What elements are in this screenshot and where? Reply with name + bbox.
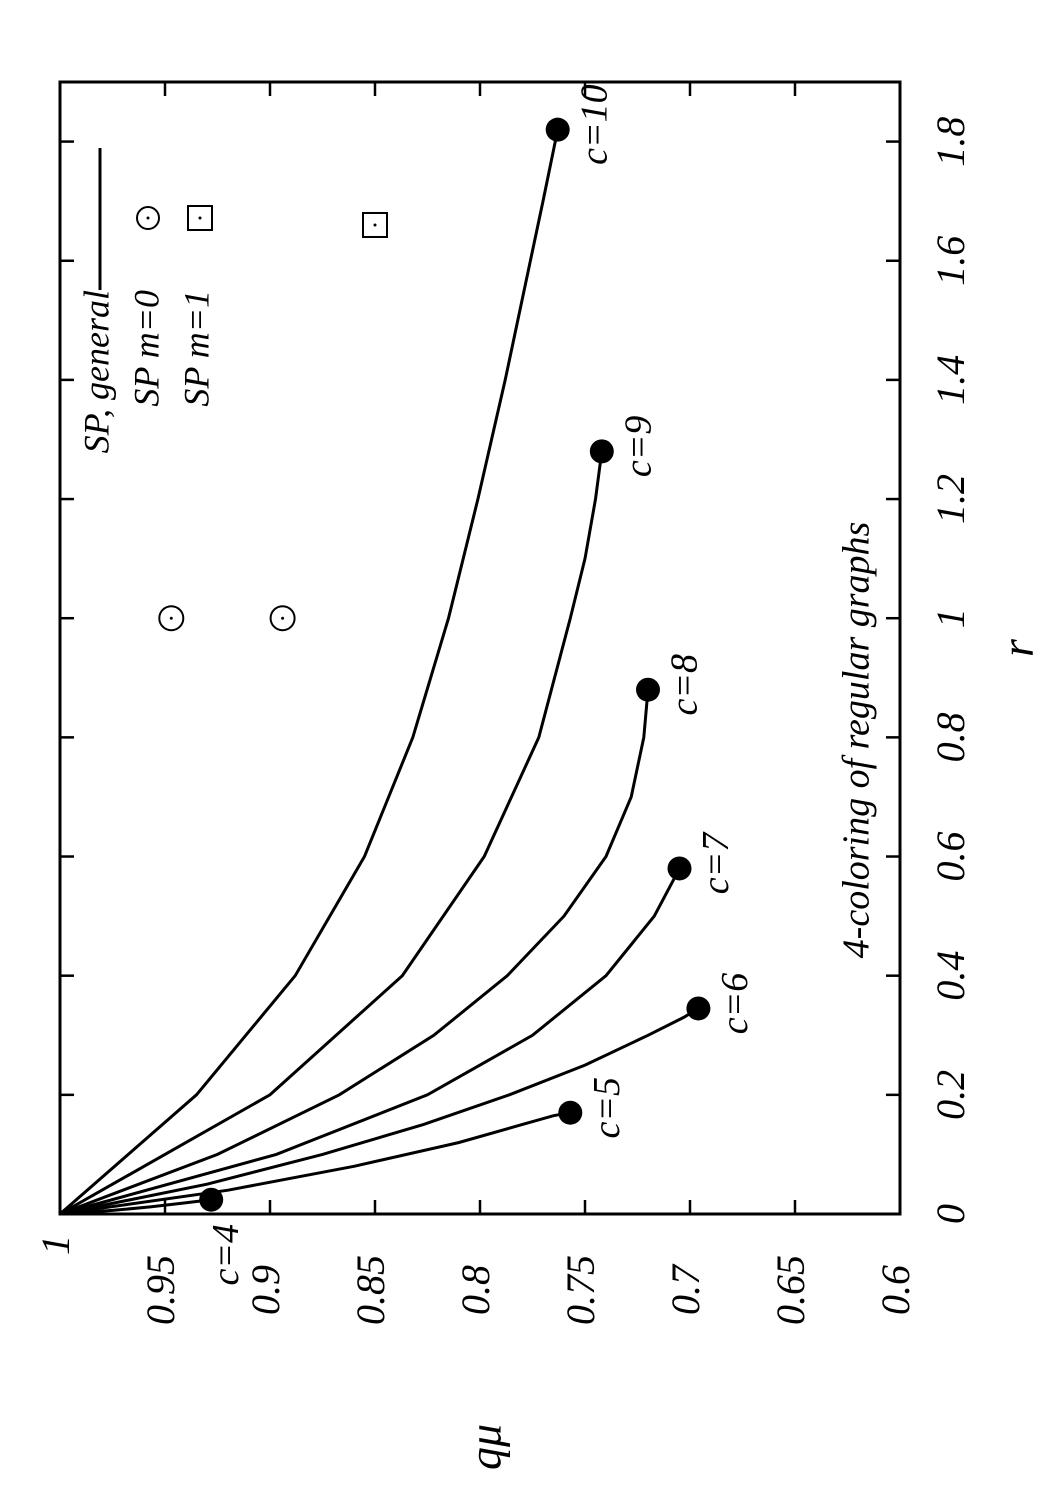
x-axis-title: r xyxy=(992,638,1043,657)
legend-circle-center xyxy=(146,216,150,220)
y-tick-label: 0.85 xyxy=(348,1255,393,1325)
endpoint-dot xyxy=(199,1187,224,1212)
legend-label: SP, general xyxy=(76,290,116,453)
x-tick-label: 0 xyxy=(928,1204,973,1224)
ticks-group: 0 0.2 0.4 0.6 0.8 1 1.2 1.4 1.6 1.8 1 0.95 0.9 0.85 0.… xyxy=(33,82,973,1325)
endpoint-dot xyxy=(558,1100,583,1125)
y-tick-label: 0.95 xyxy=(138,1255,183,1325)
y-tick-label: 1 xyxy=(33,1235,78,1255)
legend-label: SP m=0 xyxy=(126,290,166,407)
x-tick-label: 1.8 xyxy=(928,117,973,167)
endpoint-dot xyxy=(545,117,570,142)
x-tick-label: 1.4 xyxy=(928,355,973,405)
curve-c-5 xyxy=(59,1111,571,1216)
x-tick-label: 0.6 xyxy=(928,832,973,882)
curve-label: c=8 xyxy=(664,654,706,716)
y-tick-label: 0.7 xyxy=(663,1263,708,1315)
curve-c-10 xyxy=(59,129,560,1216)
y-tick-label: 0.8 xyxy=(453,1265,498,1315)
x-tick-label: 0.8 xyxy=(928,712,973,762)
chart-annotation: 4-coloring of regular graphs xyxy=(836,522,878,959)
x-tick-label: 1.6 xyxy=(928,236,973,286)
legend-label: SP m=1 xyxy=(176,290,216,407)
curves-group xyxy=(59,129,700,1216)
y-tick-label: 0.9 xyxy=(243,1265,288,1315)
curve-label: c=6 xyxy=(714,973,756,1035)
curve-c-7 xyxy=(59,867,681,1216)
curve-label: c=9 xyxy=(618,416,660,478)
curve-c-9 xyxy=(59,451,604,1216)
marker-m0-center xyxy=(281,616,285,620)
y-tick-label: 0.75 xyxy=(558,1255,603,1325)
y-axis-title: qμ xyxy=(460,1424,511,1470)
curve-label: c=4 xyxy=(205,1224,247,1286)
markers-group xyxy=(158,117,711,1212)
x-tick-label: 0.2 xyxy=(928,1070,973,1120)
curve-c-4 xyxy=(59,1198,212,1216)
x-tick-label: 1.2 xyxy=(928,474,973,524)
y-tick-label: 0.6 xyxy=(873,1265,918,1315)
curve-label: c=5 xyxy=(586,1077,628,1139)
plot-frame xyxy=(58,80,902,1216)
marker-m1-center xyxy=(373,223,377,227)
endpoint-dot xyxy=(636,677,660,702)
marker-m1 xyxy=(362,211,388,238)
curve-c-8 xyxy=(59,689,650,1216)
x-tick-label: 1 xyxy=(928,608,973,628)
curve-label: c=10 xyxy=(573,84,615,165)
endpoint-dot xyxy=(667,856,692,881)
curve-c-6 xyxy=(59,1007,700,1216)
marker-m0-center xyxy=(169,616,173,620)
legend-group: SP, general SP m=0 SP m=1 xyxy=(76,148,216,453)
legend-square-center xyxy=(198,216,202,220)
endpoint-dot xyxy=(589,439,614,464)
curve-label: c=7 xyxy=(695,831,737,895)
labels-group: r qμ c=4 c=5 c=6 c=7 c=8 c=9 c=10 4-coloring of r… xyxy=(205,84,1043,1470)
x-tick-label: 0.4 xyxy=(928,951,973,1001)
y-tick-label: 0.65 xyxy=(768,1255,813,1325)
endpoint-dot xyxy=(686,996,711,1021)
